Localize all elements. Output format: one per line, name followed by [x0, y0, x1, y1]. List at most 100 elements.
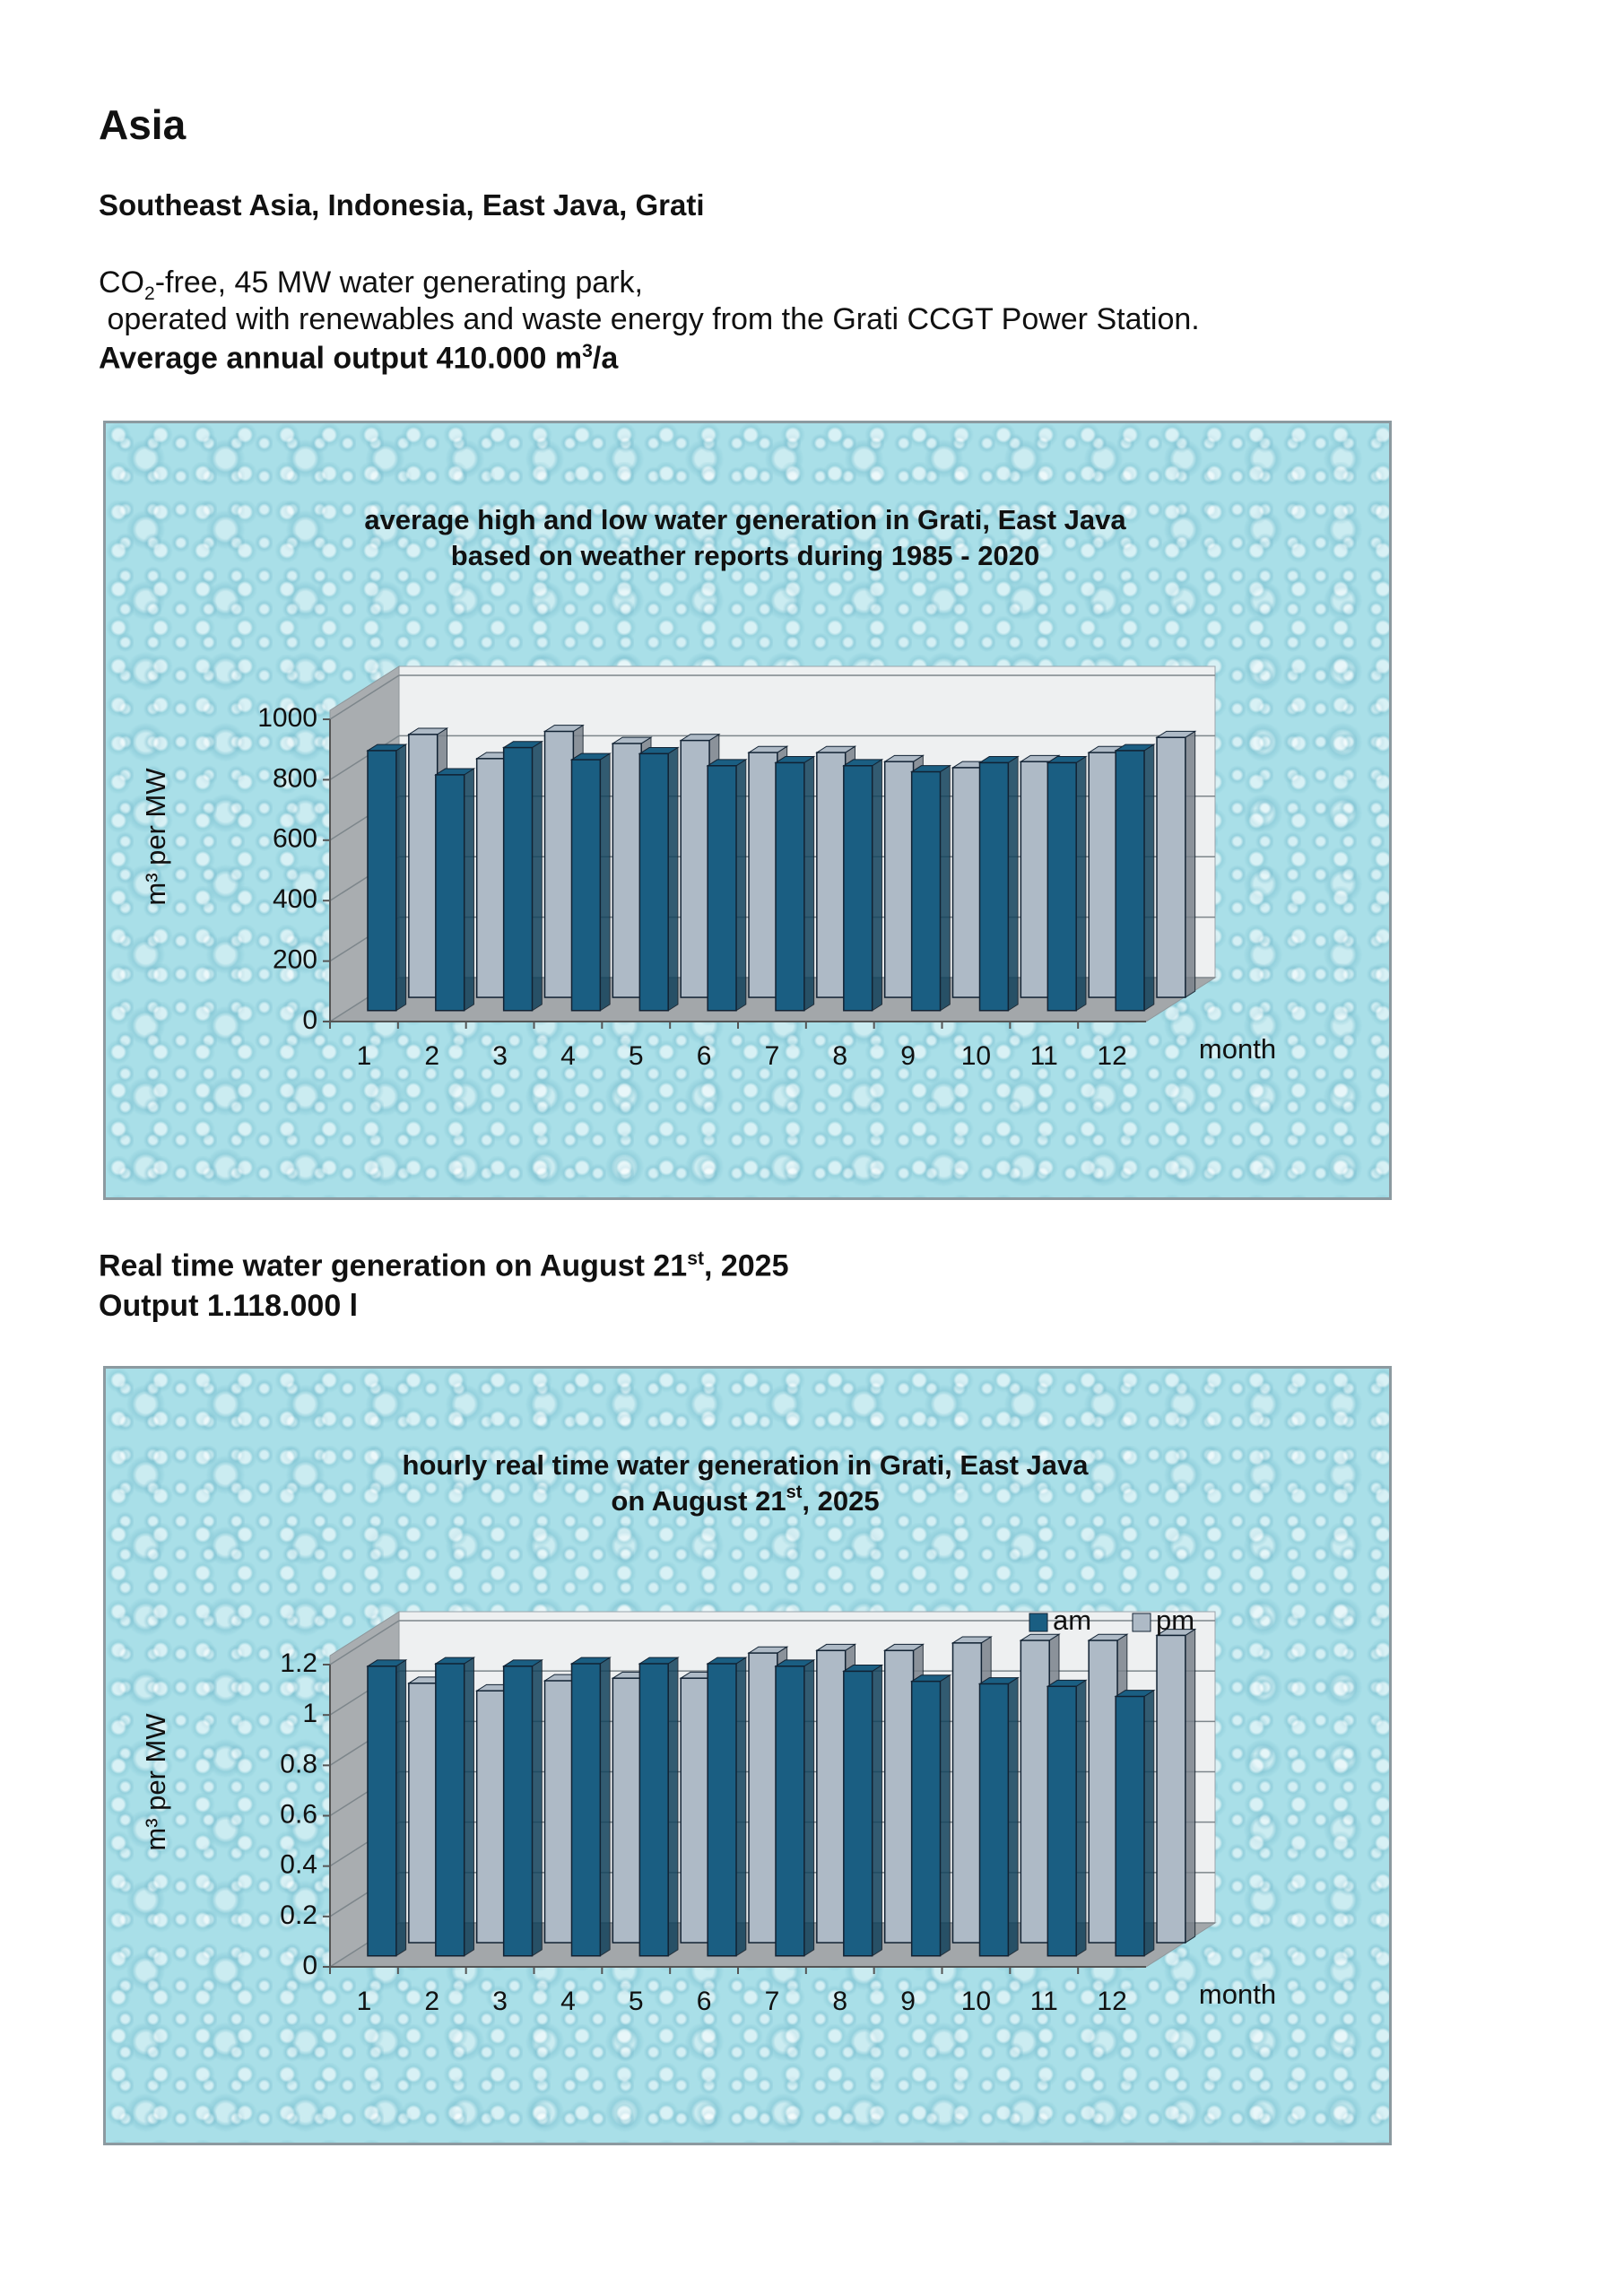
grid-line [329, 1620, 400, 1665]
x-tick-label: 8 [832, 1987, 847, 2016]
x-tick-label: 9 [900, 1987, 916, 2016]
bar [502, 746, 534, 1012]
bar [543, 1680, 575, 1944]
bar [843, 765, 873, 1012]
bar [408, 1683, 439, 1944]
bar-side [940, 1674, 951, 1957]
bar-side [395, 1659, 407, 1957]
bar [1088, 1639, 1118, 1944]
y-tick-label: 600 [273, 824, 317, 854]
chart: hourly real time water generation in Gra… [140, 1449, 1276, 2016]
bar-side [464, 1657, 474, 1957]
bar [910, 1680, 942, 1957]
x-tick-label: 10 [961, 1987, 991, 2016]
bar-side [1007, 1676, 1019, 1957]
grid-line [329, 735, 400, 781]
x-tick-label: 4 [560, 1987, 576, 2016]
bar [1115, 1695, 1145, 1957]
bar [570, 759, 602, 1012]
y-axis-label: m³ per MW [140, 768, 171, 906]
heading: Asia [99, 101, 187, 148]
bar-side [735, 1657, 747, 1957]
chart-title: hourly real time water generation in Gra… [403, 1449, 1090, 1481]
y-tick-label: 0.8 [280, 1749, 317, 1779]
y-tick-label: 1 [302, 1699, 317, 1728]
legend-swatch [1132, 1613, 1151, 1632]
bar [748, 752, 778, 998]
bar [775, 1665, 805, 1957]
title-run: based on weather reports during 1985 - 2… [451, 540, 1039, 571]
x-tick-label: 1 [357, 1987, 372, 2016]
text-run: /a [592, 341, 619, 376]
bar-side [395, 744, 407, 1012]
bar-side [532, 740, 543, 1012]
y-tick-label: 200 [273, 945, 317, 975]
x-tick-label: 1 [357, 1041, 372, 1071]
text-run: Real time water generation on August 21 [99, 1248, 688, 1283]
bar [1115, 750, 1145, 1012]
x-axis-label: month [1199, 1033, 1276, 1065]
y-tick-label: 0.4 [280, 1850, 317, 1880]
bar-side [464, 768, 474, 1012]
text-run: , 2025 [703, 1248, 789, 1283]
x-tick-label: 4 [560, 1041, 576, 1071]
chart: average high and low water generation in… [140, 504, 1276, 1071]
legend-label: am [1053, 1605, 1091, 1636]
y-tick-label: 0 [302, 1005, 317, 1035]
y-tick-label: 0 [302, 1951, 317, 1980]
bar [638, 1663, 669, 1957]
chart-title: on August 21st, 2025 [611, 1483, 879, 1517]
x-tick-label: 11 [1030, 1041, 1058, 1071]
y-tick-label: 1.2 [280, 1648, 317, 1678]
bar [570, 1663, 602, 1957]
bar-side [1143, 1689, 1155, 1957]
x-tick-label: 2 [424, 1987, 439, 2016]
bar [435, 774, 465, 1012]
bar [612, 743, 642, 998]
subheading: Southeast Asia, Indonesia, East Java, Gr… [99, 188, 705, 222]
bar [612, 1677, 642, 1944]
output-line: Average annual output 410.000 m3/a [99, 341, 618, 376]
intro-line: CO2-free, 45 MW water generating park, [99, 265, 643, 305]
text-run: st [687, 1248, 704, 1269]
chart-title: average high and low water generation in… [364, 504, 1126, 535]
bar-side [1185, 1628, 1196, 1944]
y-tick-label: 800 [273, 763, 317, 793]
bar [748, 1652, 778, 1944]
title-run: , 2025 [802, 1485, 879, 1517]
title-run: st [786, 1483, 803, 1502]
y-tick-label: 0.2 [280, 1900, 317, 1930]
text-run: 3 [582, 341, 593, 361]
bar [680, 739, 710, 998]
text-run: operated with renewables and waste energ… [99, 302, 1200, 336]
bar [1020, 761, 1050, 998]
y-tick-label: 400 [273, 884, 317, 914]
grid-line [329, 674, 400, 720]
x-tick-label: 9 [900, 1041, 916, 1071]
x-tick-label: 2 [424, 1041, 439, 1071]
realtime-line: Output 1.118.000 l [99, 1289, 358, 1324]
x-tick-label: 10 [961, 1041, 991, 1071]
x-tick-label: 8 [832, 1041, 847, 1071]
legend-label: pm [1156, 1605, 1194, 1636]
y-axis-label: m³ per MW [140, 1713, 171, 1851]
text-run: 2 [144, 283, 155, 304]
bar [408, 734, 439, 998]
title-run: on August 21 [611, 1485, 786, 1517]
x-tick-label: 6 [697, 1987, 712, 2016]
legend-swatch [1029, 1613, 1048, 1632]
bar-side [667, 746, 679, 1012]
bar [435, 1663, 465, 1957]
text-run: CO [99, 265, 144, 300]
bar [367, 1665, 397, 1957]
x-tick-label: 3 [492, 1987, 508, 2016]
bar-side [1075, 1679, 1087, 1957]
x-tick-label: 3 [492, 1041, 508, 1071]
bar [951, 767, 983, 998]
y-tick-label: 1000 [257, 703, 317, 733]
realtime-line: Real time water generation on August 21s… [99, 1248, 789, 1283]
bar [843, 1670, 873, 1957]
chart-box: hourly real time water generation in Gra… [103, 1366, 1392, 2145]
bar-side [532, 1659, 543, 1957]
